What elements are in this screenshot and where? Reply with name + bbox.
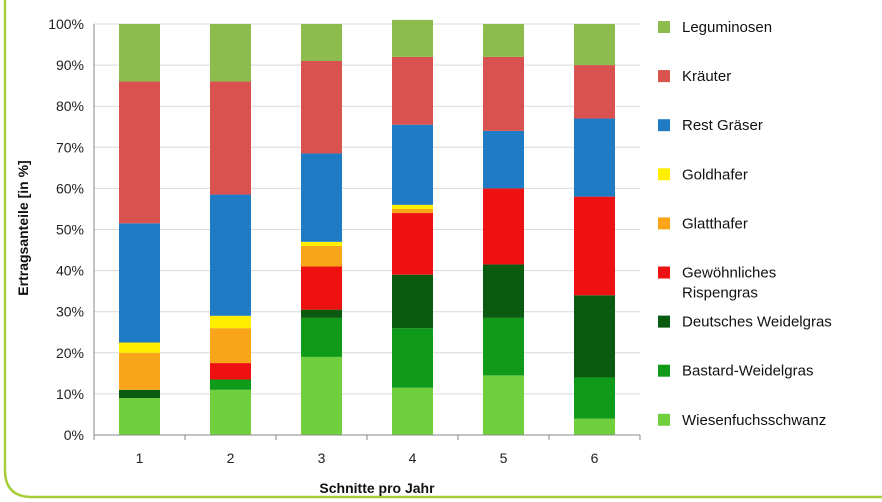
- bar-segment: [574, 118, 615, 197]
- bar-segment: [301, 317, 342, 357]
- legend-label: Leguminosen: [682, 19, 772, 36]
- bar-segment: [574, 24, 615, 66]
- bar-segment: [483, 188, 524, 265]
- y-tick-label: 30%: [56, 304, 84, 320]
- bar-stacks: [119, 19, 615, 435]
- y-tick-label: 50%: [56, 222, 84, 238]
- x-axis-title: Schnitte pro Jahr: [319, 480, 435, 496]
- legend-label: Kräuter: [682, 68, 731, 85]
- bar-segment: [574, 196, 615, 296]
- bar-segment: [483, 130, 524, 189]
- bar-segment: [483, 24, 524, 57]
- legend-swatch: [658, 217, 670, 230]
- bar-segment: [483, 264, 524, 318]
- bar-segment: [210, 379, 251, 390]
- x-tick-label: 4: [409, 450, 417, 466]
- bar-segment: [392, 124, 433, 205]
- legend-label: Deutsches Weidelgras: [682, 314, 832, 331]
- bar-segment: [119, 389, 160, 399]
- bar-segment: [210, 363, 251, 380]
- bar-segment: [210, 315, 251, 329]
- bar-segment: [574, 418, 615, 435]
- bar-segment: [119, 81, 160, 224]
- bar-segment: [301, 24, 342, 61]
- y-tick-label: 60%: [56, 180, 84, 196]
- bar-segment: [301, 60, 342, 154]
- bar-segment: [574, 377, 615, 419]
- legend-label: Gewöhnliches Rispengras: [682, 265, 776, 302]
- bar-segment: [210, 328, 251, 364]
- legend-swatch: [658, 413, 670, 426]
- bar-segment: [119, 342, 160, 353]
- bar-segment: [483, 56, 524, 131]
- bar-segment: [392, 19, 433, 57]
- bar-segment: [301, 241, 342, 246]
- y-tick-label: 40%: [56, 263, 84, 279]
- y-tick-labels: 0% 10% 20% 30% 40% 50% 60% 70% 80% 90% 100%: [48, 16, 84, 443]
- legend-label: Rest Gräser: [682, 117, 763, 134]
- legend-swatch: [658, 119, 670, 132]
- legend: Leguminosen Kräuter Rest Gräser Goldhafer Gl…: [658, 19, 832, 429]
- bar-segment: [301, 356, 342, 435]
- legend-swatch: [658, 266, 670, 279]
- legend-swatch: [658, 364, 670, 377]
- legend-swatch: [658, 21, 670, 33]
- bar-segment: [574, 295, 615, 378]
- y-tick-label: 70%: [56, 139, 84, 155]
- bar-segment: [392, 213, 433, 275]
- y-tick-label: 90%: [56, 57, 84, 73]
- bar-segment: [119, 352, 160, 390]
- legend-label: Glatthafer: [682, 215, 748, 232]
- bar-segment: [119, 398, 160, 435]
- legend-swatch: [658, 168, 670, 181]
- bar-segment: [392, 204, 433, 209]
- bar-segment: [483, 375, 524, 435]
- bar-segment: [210, 194, 251, 316]
- legend-swatch: [658, 315, 670, 328]
- legend-label: Bastard-Weidelgras: [682, 363, 813, 380]
- legend-label: Goldhafer: [682, 166, 748, 183]
- x-tick-label: 2: [227, 450, 235, 466]
- bar-segment: [392, 208, 433, 214]
- bar-segment: [301, 153, 342, 242]
- bar-segment: [301, 309, 342, 318]
- bar-segment: [119, 223, 160, 343]
- y-tick-label: 20%: [56, 345, 84, 361]
- frame-border: [3, 0, 882, 499]
- bar-segment: [119, 24, 160, 82]
- bar-segment: [392, 56, 433, 125]
- bar-segment: [392, 328, 433, 388]
- bar-segment: [210, 81, 251, 195]
- x-tick-label: 3: [318, 450, 326, 466]
- y-gridlines: [94, 23, 640, 395]
- bar-segment: [301, 245, 342, 267]
- y-axis-title: Ertragsanteile [in %]: [15, 160, 31, 295]
- bar-segment: [210, 24, 251, 82]
- x-tick-label: 5: [500, 450, 508, 466]
- bar-segment: [392, 274, 433, 329]
- legend-label: Wiesenfuchsschwanz: [682, 412, 826, 429]
- y-tick-label: 100%: [48, 16, 84, 32]
- legend-swatch: [658, 70, 670, 83]
- y-tick-label: 0%: [64, 427, 84, 443]
- axes: [93, 24, 641, 440]
- bar-segment: [301, 266, 342, 310]
- bar-segment: [574, 65, 615, 119]
- y-tick-label: 80%: [56, 98, 84, 114]
- x-tick-label: 1: [136, 450, 144, 466]
- bar-segment: [210, 389, 251, 435]
- bar-segment: [483, 317, 524, 376]
- x-tick-label: 6: [591, 450, 599, 466]
- y-tick-label: 10%: [56, 386, 84, 402]
- x-tick-labels: 1 2 3 4 5 6: [136, 450, 599, 466]
- bar-segment: [392, 387, 433, 435]
